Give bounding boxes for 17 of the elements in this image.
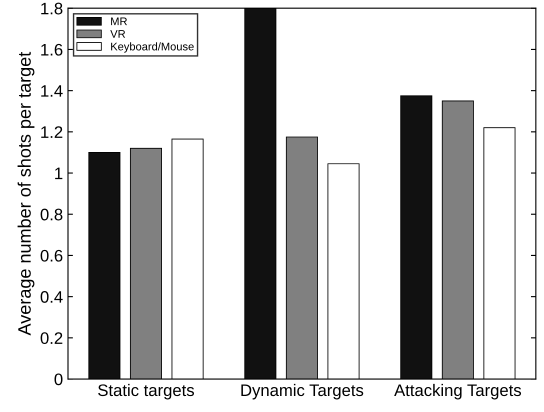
- y-tick-label: 0: [54, 373, 62, 386]
- y-tick-label: 1.6: [41, 44, 62, 56]
- legend-label: MR: [111, 18, 127, 26]
- x-tick-label: Attacking Targets: [394, 384, 522, 400]
- y-tick-label: 1.8: [41, 2, 62, 14]
- y-tick-label: 0.4: [40, 291, 63, 303]
- x-tick-label: Static targets: [98, 384, 194, 400]
- x-tick-label: Dynamic Targets: [241, 384, 364, 400]
- y-axis-title: Average number of shots per target: [18, 52, 34, 336]
- y-tick-label: 1: [55, 168, 62, 180]
- y-tick-label: 0.8: [40, 208, 62, 220]
- y-tick-label: 1.2: [41, 126, 62, 138]
- y-tick-label: 1.4: [41, 85, 63, 97]
- y-tick-label: 0.6: [40, 250, 62, 262]
- legend-label: Keyboard/Mouse: [111, 42, 194, 53]
- y-tick-label: 0.2: [40, 332, 62, 344]
- legend-label: VR: [110, 30, 126, 38]
